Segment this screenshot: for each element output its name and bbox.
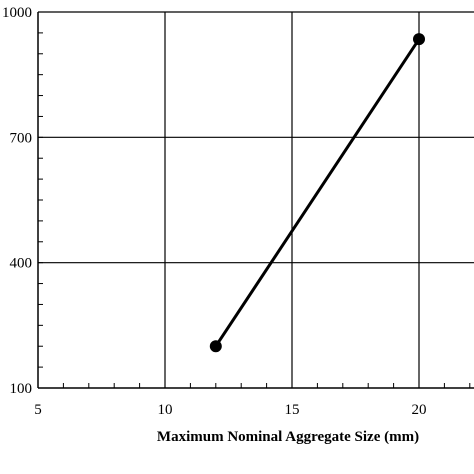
plot-area [210, 33, 425, 352]
y-tick-label: 1000 [2, 5, 32, 21]
data-point [413, 33, 425, 45]
axes [38, 12, 474, 388]
data-point [210, 340, 222, 352]
x-tick-label: 15 [285, 402, 300, 418]
y-tick-label: 100 [10, 381, 33, 397]
y-tick-label: 700 [10, 130, 33, 146]
x-tick-label: 5 [34, 402, 42, 418]
x-tick-label: 10 [158, 402, 173, 418]
x-axis-title: Maximum Nominal Aggregate Size (mm) [157, 429, 419, 445]
y-tick-label: 400 [10, 256, 33, 272]
grid-lines [38, 12, 474, 388]
x-tick-label: 20 [412, 402, 427, 418]
tick-labels: 5 10 15 20 100 400 700 1000 [2, 5, 427, 418]
series-line [216, 39, 419, 346]
